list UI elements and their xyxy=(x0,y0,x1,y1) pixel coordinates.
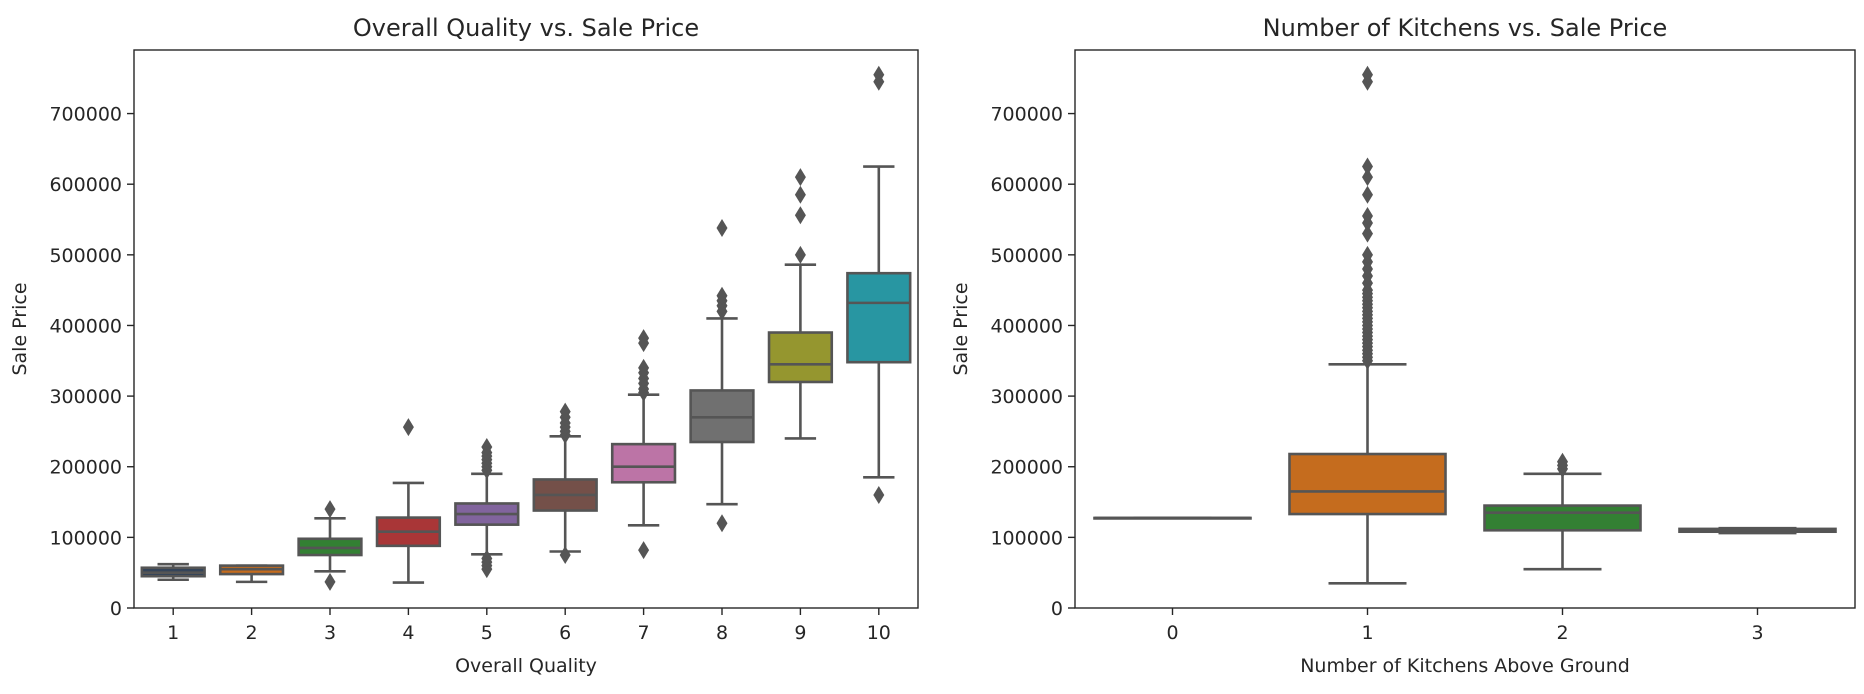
flier-point xyxy=(1557,452,1568,471)
box-10 xyxy=(846,65,912,504)
flier-point xyxy=(638,329,650,348)
x-axis-label: Number of Kitchens Above Ground xyxy=(1300,655,1630,677)
flier-point xyxy=(1362,168,1373,187)
y-tick-label: 200000 xyxy=(990,457,1063,479)
x-tick-label: 4 xyxy=(402,622,414,644)
flier-point xyxy=(1362,157,1373,176)
y-axis-label: Sale Price xyxy=(950,282,972,375)
x-tick-label: 0 xyxy=(1166,622,1178,644)
y-tick-label: 500000 xyxy=(990,245,1063,267)
y-tick-label: 400000 xyxy=(990,315,1063,337)
chart-title: Overall Quality vs. Sale Price xyxy=(353,14,699,42)
flier-point xyxy=(716,514,728,533)
y-tick-label: 0 xyxy=(110,598,122,620)
flier-point xyxy=(481,437,493,456)
flier-point xyxy=(1362,65,1373,84)
flier-point xyxy=(794,168,806,187)
flier-point xyxy=(873,65,885,84)
box-5 xyxy=(454,437,520,579)
box-7 xyxy=(610,329,677,560)
y-tick-label: 200000 xyxy=(49,457,122,479)
flier-point xyxy=(638,541,650,560)
flier-point xyxy=(1362,206,1373,225)
y-tick-label: 700000 xyxy=(990,104,1063,126)
flier-point xyxy=(873,485,885,504)
x-tick-label: 5 xyxy=(481,622,493,644)
y-tick-label: 700000 xyxy=(49,104,122,126)
y-tick-label: 600000 xyxy=(49,174,122,196)
box-4 xyxy=(375,418,442,584)
box-9 xyxy=(767,168,834,440)
flier-point xyxy=(638,358,650,377)
panel-overall-quality: Overall Quality vs. Sale Price 0 100000 200… xyxy=(9,14,919,677)
flier-point xyxy=(716,286,728,305)
x-tick-label: 3 xyxy=(324,622,336,644)
flier-point xyxy=(559,402,571,421)
y-tick-label: 500000 xyxy=(49,245,122,267)
box-1 xyxy=(1288,65,1447,585)
box-6 xyxy=(532,402,598,565)
y-tick-label: 100000 xyxy=(49,527,122,549)
flier-point xyxy=(324,572,336,591)
flier-point xyxy=(402,418,414,437)
x-tick-label: 9 xyxy=(794,622,806,644)
y-axis-label: Sale Price xyxy=(9,282,31,375)
box-rect xyxy=(846,271,912,364)
x-tick-label: 1 xyxy=(167,622,179,644)
flier-point xyxy=(1362,245,1373,264)
axes-frame xyxy=(133,49,919,609)
flier-point xyxy=(1362,224,1373,243)
box-rect xyxy=(1288,452,1447,516)
y-tick-label: 100000 xyxy=(990,527,1063,549)
y-tick-label: 0 xyxy=(1051,598,1063,620)
y-tick-label: 300000 xyxy=(990,386,1063,408)
x-tick-label: 8 xyxy=(716,622,728,644)
box-2 xyxy=(218,564,285,584)
x-tick-label: 1 xyxy=(1361,622,1373,644)
chart-title: Number of Kitchens vs. Sale Price xyxy=(1263,14,1668,42)
flier-point xyxy=(794,185,806,204)
x-tick-label: 2 xyxy=(1556,622,1568,644)
box-3 xyxy=(297,500,363,591)
x-tick-label: 6 xyxy=(559,622,571,644)
x-tick-label: 10 xyxy=(867,622,891,644)
box-3 xyxy=(1678,526,1837,535)
flier-point xyxy=(1362,185,1373,204)
flier-point xyxy=(794,245,806,264)
panel-kitchens: Number of Kitchens vs. Sale Price 0 100000… xyxy=(950,14,1856,677)
box-0 xyxy=(1093,516,1252,520)
box-1 xyxy=(140,562,206,582)
x-axis-label: Overall Quality xyxy=(455,655,597,677)
x-tick-label: 3 xyxy=(1751,622,1763,644)
flier-point xyxy=(794,206,806,225)
flier-point xyxy=(716,218,728,237)
x-tick-label: 2 xyxy=(246,622,258,644)
x-tick-label: 7 xyxy=(638,622,650,644)
box-8 xyxy=(689,218,755,533)
axes-frame xyxy=(1074,49,1856,609)
flier-point xyxy=(324,500,336,519)
y-tick-label: 400000 xyxy=(49,315,122,337)
box-rect xyxy=(1483,504,1642,532)
flier-point xyxy=(559,546,571,565)
box-rect xyxy=(610,442,677,484)
flier-point xyxy=(481,549,493,568)
y-tick-label: 300000 xyxy=(49,386,122,408)
box-rect xyxy=(767,331,834,384)
y-tick-label: 600000 xyxy=(990,174,1063,196)
box-2 xyxy=(1483,452,1642,571)
